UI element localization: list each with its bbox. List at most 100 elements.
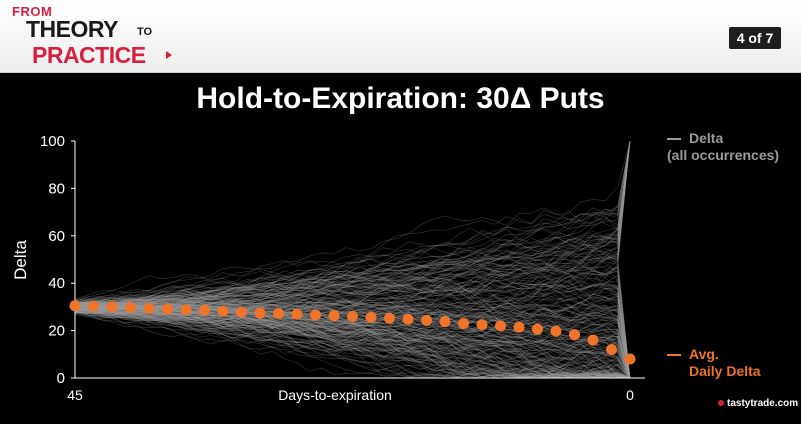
slide-title: Hold-to-Expiration: 30Δ Puts	[196, 82, 605, 115]
delta-path	[74, 258, 631, 379]
delta-path	[74, 140, 631, 305]
avg-delta-point	[495, 320, 506, 332]
avg-delta-point	[550, 325, 562, 337]
delta-path	[74, 306, 631, 379]
avg-delta-point	[569, 329, 580, 341]
avg-delta-point	[254, 307, 266, 319]
x-tick-label: 0	[626, 387, 634, 403]
delta-path	[74, 140, 631, 330]
delta-path	[74, 266, 631, 379]
delta-path	[74, 140, 631, 308]
delta-path	[74, 308, 631, 379]
avg-delta-point	[439, 316, 451, 328]
delta-path	[74, 310, 631, 379]
delta-path	[74, 312, 631, 379]
delta-path	[74, 304, 631, 379]
delta-path	[74, 304, 631, 379]
delta-path	[74, 308, 631, 379]
delta-path	[74, 140, 631, 306]
delta-path	[74, 305, 631, 379]
delta-path	[74, 290, 631, 379]
delta-path	[74, 311, 631, 379]
delta-path	[74, 305, 631, 379]
delta-path	[75, 309, 631, 379]
logo-practice: PRACTICE	[32, 42, 146, 68]
delta-path	[74, 140, 631, 311]
delta-path	[74, 310, 631, 379]
delta-path	[75, 140, 631, 303]
legend-delta-label: Delta	[689, 130, 724, 146]
cherry-icon	[718, 400, 724, 407]
delta-path	[74, 140, 631, 304]
delta-path	[74, 270, 631, 379]
y-axis-title: Delta	[11, 240, 30, 280]
delta-path	[74, 311, 631, 379]
delta-path	[74, 140, 631, 309]
delta-path	[74, 310, 631, 379]
delta-path	[74, 307, 631, 379]
delta-path	[74, 261, 631, 379]
delta-path	[74, 311, 631, 379]
delta-path	[74, 283, 631, 379]
legend-avg: Avg. Daily Delta	[667, 346, 761, 380]
delta-path	[74, 140, 631, 308]
delta-path	[74, 140, 631, 308]
delta-path	[74, 266, 631, 379]
delta-path	[74, 140, 631, 304]
play-triangle-icon	[166, 51, 172, 59]
y-tick-label: 80	[48, 180, 65, 197]
delta-path	[74, 285, 631, 379]
delta-path	[74, 140, 631, 307]
delta-path	[74, 140, 631, 309]
delta-path	[74, 303, 631, 379]
y-tick-label: 100	[40, 133, 65, 150]
avg-delta-point	[217, 305, 229, 317]
avg-delta-point	[347, 310, 358, 322]
delta-path	[74, 307, 631, 379]
delta-path	[74, 310, 631, 379]
avg-delta-point	[384, 312, 395, 324]
delta-path	[74, 307, 631, 379]
delta-path	[74, 304, 631, 379]
delta-path	[74, 140, 631, 302]
delta-path	[74, 303, 631, 379]
delta-path	[74, 274, 631, 379]
delta-path	[74, 310, 631, 379]
delta-path	[74, 140, 631, 306]
delta-path	[74, 302, 631, 379]
avg-delta-point	[143, 302, 155, 314]
delta-path	[74, 287, 631, 379]
delta-path	[74, 308, 631, 379]
delta-path	[74, 284, 631, 379]
legend-avg-label: Avg.	[689, 346, 719, 362]
avg-delta-point	[162, 303, 173, 315]
delta-path	[74, 140, 631, 310]
delta-path	[74, 140, 631, 306]
delta-path	[74, 267, 631, 379]
delta-path	[74, 140, 631, 309]
delta-path	[74, 140, 631, 308]
avg-delta-point	[624, 353, 636, 365]
avg-delta-point	[513, 321, 525, 333]
delta-path	[74, 308, 631, 379]
delta-path	[74, 140, 631, 305]
tastytrade-logo: tastytrade.com	[718, 398, 798, 409]
y-tick-label: 40	[48, 275, 65, 292]
delta-path	[74, 308, 631, 379]
delta-path	[74, 311, 631, 379]
delta-path	[74, 307, 631, 379]
delta-path	[74, 140, 631, 303]
legend-avg-sublabel: Daily Delta	[689, 363, 761, 379]
delta-path	[74, 140, 631, 306]
delta-path	[74, 140, 631, 306]
delta-path	[74, 140, 631, 328]
avg-delta-point	[310, 309, 321, 321]
delta-path	[74, 302, 631, 379]
delta-path	[74, 308, 631, 379]
delta-path	[74, 312, 631, 379]
avg-delta-point	[365, 311, 377, 323]
delta-path	[74, 140, 631, 304]
logo-theory: THEORY	[26, 16, 119, 42]
delta-path	[74, 313, 631, 379]
